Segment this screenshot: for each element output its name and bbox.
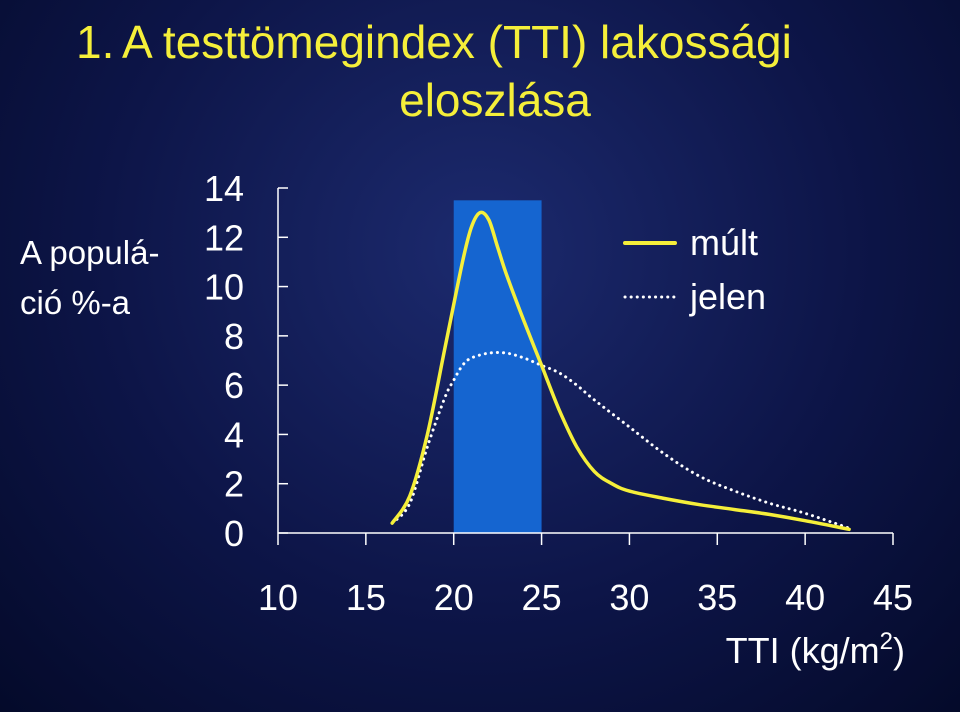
title-line-2: eloszlása xyxy=(399,74,591,126)
y-tick-label: 14 xyxy=(204,168,244,209)
x-tick-label: 35 xyxy=(697,577,737,618)
y-axis-label-line-1: A populá- xyxy=(20,234,160,271)
axis-layer: 0 2 4 6 8 10 12 14 10 15 20 25 30 35 40 45 xyxy=(204,168,913,618)
x-axis-label: TTI (kg/m2) xyxy=(726,628,905,671)
y-axis-label-line-2: ció %-a xyxy=(20,284,131,321)
y-tick-label: 8 xyxy=(224,316,244,357)
x-tick-label: 25 xyxy=(522,577,562,618)
series-line-jelen xyxy=(390,351,851,530)
title-line-1: A testtömegindex (TTI) lakossági xyxy=(122,16,792,68)
x-axis-label-close: ) xyxy=(893,630,905,671)
series-layer xyxy=(390,210,851,532)
legend-label-mult: múlt xyxy=(690,222,758,263)
title-number: 1. xyxy=(76,16,115,68)
normal-range-band xyxy=(453,200,542,534)
x-axis-label-superscript: 2 xyxy=(880,628,893,655)
band-layer xyxy=(453,200,542,534)
series-line-mult xyxy=(390,210,851,532)
legend-label-jelen: jelen xyxy=(689,276,766,317)
y-tick-label: 6 xyxy=(224,365,244,406)
x-tick-label: 45 xyxy=(873,577,913,618)
y-tick-label: 0 xyxy=(224,513,244,554)
x-axis-label-text: TTI (kg/m xyxy=(726,630,880,671)
x-tick-label: 30 xyxy=(609,577,649,618)
x-tick-label: 40 xyxy=(785,577,825,618)
x-tick-label: 10 xyxy=(258,577,298,618)
x-tick-label: 15 xyxy=(346,577,386,618)
y-tick-label: 4 xyxy=(224,414,244,455)
y-tick-label: 12 xyxy=(204,217,244,258)
y-tick-label: 2 xyxy=(224,464,244,505)
y-axis-label: A populá- ció %-a xyxy=(20,228,159,328)
legend: múlt jelen xyxy=(623,222,766,317)
x-tick-label: 20 xyxy=(434,577,474,618)
y-tick-label: 10 xyxy=(204,267,244,308)
